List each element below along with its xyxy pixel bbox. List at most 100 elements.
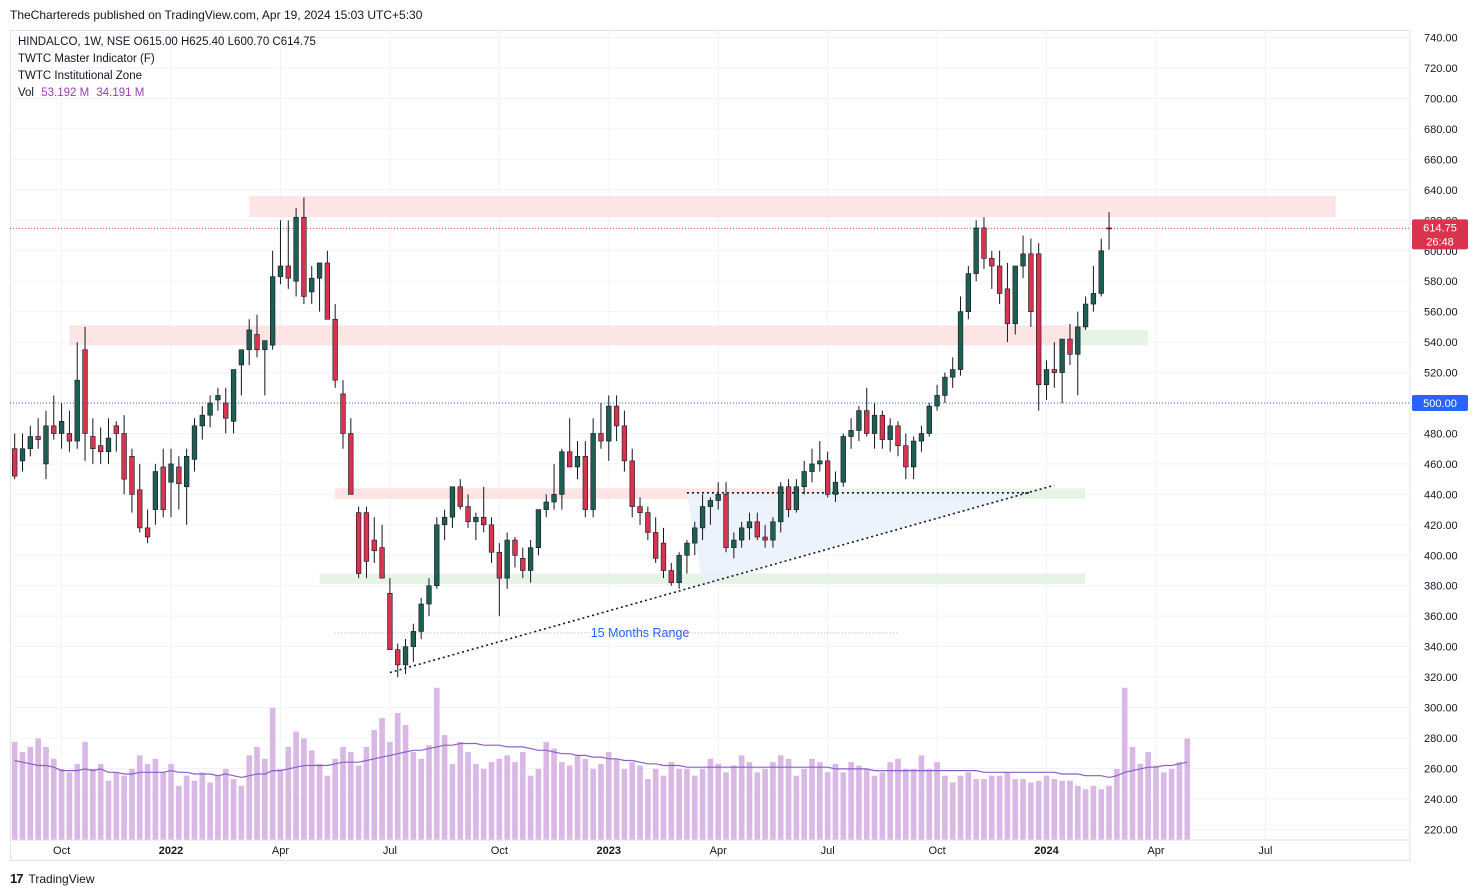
candle-75 [598,403,604,449]
tradingview-logo-icon[interactable]: 17 [10,871,24,886]
candle-77 [613,395,620,442]
symbol-line[interactable]: HINDALCO, 1W, NSE O615.00 H625.40 L600.7… [18,36,316,48]
candle-body-42 [340,393,346,434]
candle-57 [457,479,463,510]
candle-44 [355,506,362,579]
price-tick-26: 740.00 [1424,33,1458,45]
volume-bar-54 [433,687,440,840]
candle-118 [934,384,940,411]
last-price-tag [1412,219,1468,250]
candle-72 [574,441,581,480]
price-tick-9: 400.00 [1424,550,1458,562]
volume-bar-61 [488,762,495,840]
candle-107 [848,418,854,449]
volume-bar-42 [340,746,346,840]
candle-37 [301,197,307,305]
price-tick-2: 260.00 [1424,763,1458,775]
candle-40 [324,250,331,320]
indicator-institutional-zone[interactable]: TWTC Institutional Zone [18,70,142,82]
volume-bar-125 [988,775,995,840]
candle-45 [363,506,370,579]
candle-83 [660,527,667,579]
candle-135 [1067,323,1073,365]
candle-90 [715,482,721,510]
candle-52 [418,597,424,640]
candle-body-70 [559,451,565,495]
candle-body-138 [1090,293,1097,305]
volume-bar-132 [1043,775,1050,840]
volume-bar-31 [254,746,260,840]
candle-body-126 [996,265,1003,294]
candle-body-67 [535,509,542,548]
candle-49 [395,643,401,678]
candle-41 [332,304,338,388]
candle-body-0 [12,448,18,477]
candle-94 [746,512,753,541]
volume-bar-78 [621,768,628,840]
volume-bar-144 [1137,763,1144,840]
candle-20 [168,448,174,518]
volume-bar-2 [27,746,34,840]
price-tick-22: 660.00 [1424,154,1458,166]
volume-bar-11 [97,763,104,840]
candle-102 [809,448,815,483]
candle-4 [43,410,49,480]
volume-bar-73 [582,758,589,840]
volume-bar-102 [809,758,815,840]
vol-value-2: 34.191 M [96,87,145,99]
volume-bar-10 [90,768,96,840]
volume-bar-16 [136,755,143,840]
volume-bar-46 [371,730,378,840]
volume-legend[interactable]: Vol 53.192 M 34.191 M [18,85,316,102]
volume-bar-66 [527,775,534,840]
candle-3 [35,418,41,449]
candle-body-25 [207,402,213,416]
candle-body-47 [379,547,385,579]
price-chart[interactable]: 15 Months Range 220.00 240.00 260.00 280.00… [10,30,1470,861]
time-tick-2: Apr [272,845,289,857]
volume-bar-1 [19,752,26,840]
footer-brand[interactable]: TradingView [28,872,95,886]
candle-64 [512,537,518,568]
volume-bar-63 [504,755,510,840]
candle-body-130 [1028,253,1034,312]
candle-28 [230,369,237,434]
volume-bar-91 [723,772,729,840]
price-tick-5: 320.00 [1424,672,1458,684]
candle-50 [402,639,409,675]
time-tick-7: Jul [821,845,835,857]
candle-body-58 [465,506,471,523]
candle-89 [707,497,714,525]
candle-body-52 [418,603,424,632]
candle-43 [348,418,354,495]
price-tick-21: 640.00 [1424,185,1458,197]
volume-bar-150 [1184,738,1191,840]
candle-body-133 [1051,369,1057,373]
candle-body-129 [1020,253,1026,267]
volume-bar-7 [66,772,73,840]
candle-body-68 [543,501,549,510]
candle-127 [1004,262,1011,343]
candle-11 [98,427,104,464]
volume-bar-108 [856,765,862,840]
candle-29 [238,349,245,396]
volume-bar-96 [762,768,768,840]
candle-26 [215,387,221,411]
candle-body-110 [871,414,878,434]
volume-bar-145 [1145,752,1151,840]
candle-body-79 [629,460,635,507]
candle-body-59 [473,516,479,523]
candle-body-98 [778,486,784,523]
indicator-master[interactable]: TWTC Master Indicator (F) [18,53,155,65]
candle-105 [832,471,839,502]
candle-body-63 [504,539,510,579]
candle-92 [731,532,737,559]
candle-73 [582,441,588,518]
candle-body-5 [51,425,57,434]
candle-58 [465,494,471,528]
volume-bar-74 [590,768,596,840]
candle-46 [371,517,377,563]
zone-red-0 [249,195,1336,218]
volume-bar-116 [918,755,925,840]
volume-bar-133 [1051,779,1058,840]
